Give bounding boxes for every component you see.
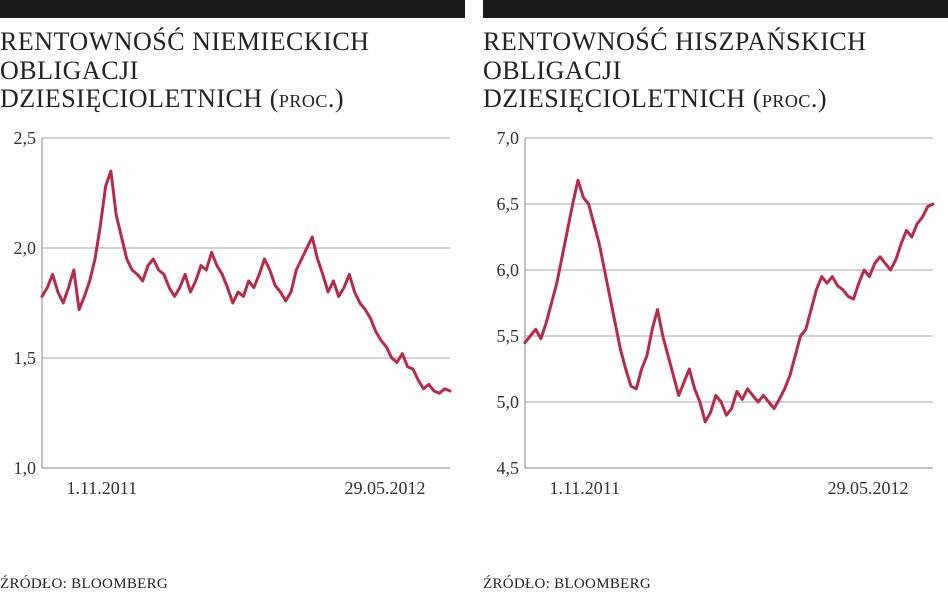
svg-text:1.11.2011: 1.11.2011 <box>549 478 620 498</box>
line-chart-german: 1,0 1,5 2,0 2,5 1.11.2011 29.05.2012 <box>0 128 455 508</box>
title-line2: obligacji <box>483 56 622 85</box>
panel-spanish-bonds: Rentowność hiszpańskich obligacji dziesi… <box>483 0 948 593</box>
svg-text:6,0: 6,0 <box>497 260 520 280</box>
chart-title-german: Rentowność niemieckich obligacji dziesię… <box>0 28 465 114</box>
svg-text:1,0: 1,0 <box>14 458 37 478</box>
svg-text:6,5: 6,5 <box>497 194 520 214</box>
panel-topbar <box>483 0 948 18</box>
svg-text:5,0: 5,0 <box>497 392 520 412</box>
chart-area-german: 1,0 1,5 2,0 2,5 1.11.2011 29.05.2012 <box>0 128 465 570</box>
source-label: Źródło: <box>483 576 554 592</box>
svg-text:29.05.2012: 29.05.2012 <box>828 478 909 498</box>
title-line3: dziesięcioletnich <box>483 84 746 113</box>
chart-area-spanish: 4,5 5,0 5,5 6,0 6,5 7,0 1.11.2011 29.05.2012 <box>483 128 948 570</box>
title-line1: Rentowność hiszpańskich <box>483 27 867 56</box>
svg-text:2,0: 2,0 <box>14 238 37 258</box>
title-unit: (proc.) <box>753 84 827 113</box>
title-line3: dziesięcioletnich <box>0 84 263 113</box>
svg-text:5,5: 5,5 <box>497 326 520 346</box>
svg-text:1,5: 1,5 <box>14 348 37 368</box>
title-line2: obligacji <box>0 56 139 85</box>
panel-german-bonds: Rentowność niemieckich obligacji dziesię… <box>0 0 465 593</box>
svg-text:1.11.2011: 1.11.2011 <box>66 478 137 498</box>
panel-topbar <box>0 0 465 18</box>
title-unit: (proc.) <box>270 84 344 113</box>
svg-text:7,0: 7,0 <box>497 128 520 148</box>
chart-title-spanish: Rentowność hiszpańskich obligacji dziesi… <box>483 28 948 114</box>
title-line1: Rentowność niemieckich <box>0 27 369 56</box>
source-value: Bloomberg <box>554 576 651 592</box>
source-spanish: Źródło: Bloomberg <box>483 576 948 593</box>
source-german: Źródło: Bloomberg <box>0 576 465 593</box>
line-chart-spanish: 4,5 5,0 5,5 6,0 6,5 7,0 1.11.2011 29.05.2012 <box>483 128 938 508</box>
svg-text:29.05.2012: 29.05.2012 <box>345 478 426 498</box>
svg-text:2,5: 2,5 <box>14 128 37 148</box>
source-value: Bloomberg <box>71 576 168 592</box>
source-label: Źródło: <box>0 576 71 592</box>
svg-text:4,5: 4,5 <box>497 458 520 478</box>
